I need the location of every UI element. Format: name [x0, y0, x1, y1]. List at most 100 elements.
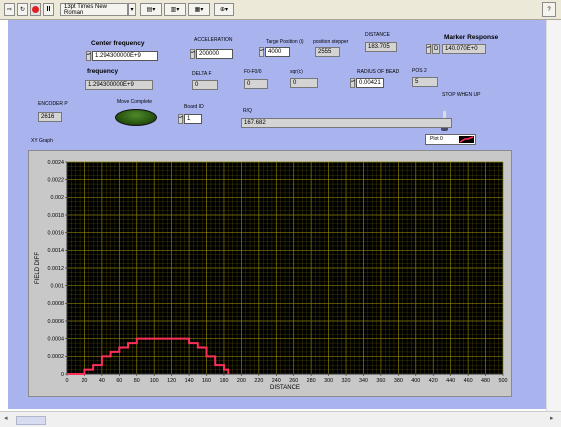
x-tick-label: 240	[272, 378, 281, 384]
board-id-increment-icon[interactable]: ▴▾	[178, 114, 183, 124]
center-frequency-increment-icon[interactable]: ▴▾	[86, 51, 91, 61]
r-over-q-value: 167.682	[241, 118, 452, 128]
toggle-lever-icon	[443, 111, 446, 120]
y-tick-label: 0.0022	[48, 177, 65, 183]
x-tick-label: 280	[307, 378, 316, 384]
acceleration-increment-icon[interactable]: ▴▾	[190, 49, 195, 59]
toolbar: ⇨ ↻ II 13pt Times New Roman ▾ ▤▾ ▥▾ ▦▾ ⊕…	[0, 0, 561, 20]
help-icon[interactable]: ?	[542, 2, 556, 17]
acceleration-input[interactable]: 200000	[196, 49, 233, 59]
acceleration-label: ACCELERATION	[194, 37, 233, 43]
y-tick-label: 0.0016	[48, 230, 65, 236]
scroll-left-icon[interactable]: ◂	[4, 415, 8, 422]
x-tick-label: 360	[376, 378, 385, 384]
xy-graph-svg: 0 20 40 60 80 100 120 140 160 180 200 220 240 260 280 3…	[35, 160, 508, 391]
y-tick-label: 0.0006	[48, 319, 65, 325]
delta-f-label: DELTA F	[192, 71, 212, 77]
sqrt-value: 0	[290, 78, 318, 88]
vertical-scrollbar[interactable]	[546, 20, 561, 411]
plot-legend[interactable]: Plot 0	[425, 134, 476, 145]
move-complete-label: Move Complete	[117, 99, 153, 105]
x-tick-label: 100	[150, 378, 159, 384]
stop-when-up-label: STOP WHEN UP	[442, 92, 481, 98]
x-tick-label: 400	[411, 378, 420, 384]
position-stepper-label: position stepper	[313, 39, 349, 45]
x-tick-label: 0	[66, 378, 69, 384]
distribute-objects-icon[interactable]: ▥▾	[164, 3, 186, 16]
scroll-right-icon[interactable]: ▸	[550, 415, 554, 422]
status-bar: ◂ ▸	[0, 411, 561, 427]
reorder-icon[interactable]: ⊕▾	[214, 3, 234, 16]
x-tick-label: 300	[324, 378, 333, 384]
y-tick-label: 0.0018	[48, 213, 65, 219]
x-tick-label: 320	[342, 378, 351, 384]
x-tick-label: 340	[359, 378, 368, 384]
position-stepper-value: 2555	[315, 47, 340, 57]
x-tick-label: 480	[481, 378, 490, 384]
run-continuously-icon[interactable]: ↻	[17, 3, 28, 16]
target-position-increment-icon[interactable]: ▴▾	[259, 47, 264, 57]
marker-response-increment-icon[interactable]: ▴▾	[426, 44, 431, 54]
target-position-label: Targe Position (i)	[266, 39, 304, 45]
x-tick-label: 120	[167, 378, 176, 384]
frequency-value: 1.294300000E+9	[85, 80, 153, 90]
y-tick-label: 0.0024	[48, 160, 65, 166]
y-tick-label: 0.0008	[48, 301, 65, 307]
font-selector-label: 13pt Times New Roman	[64, 3, 108, 16]
marker-response-prefix: D	[432, 44, 440, 54]
horizontal-scroll-thumb[interactable]	[16, 416, 46, 425]
f0-f0-value: 0	[244, 79, 268, 89]
x-tick-label: 20	[81, 378, 87, 384]
marker-response-value: 140.070E+0	[442, 44, 486, 54]
x-tick-label: 380	[394, 378, 403, 384]
board-id-input[interactable]: 1	[184, 114, 202, 124]
y-tick-label: 0.0012	[48, 266, 65, 272]
target-position-input[interactable]: 4000	[265, 47, 290, 57]
series-line-plot-0	[67, 337, 230, 375]
r-over-q-label: R/Q	[243, 108, 252, 114]
distance-label: DISTANCE	[365, 32, 390, 38]
marker-response-label: Marker Response	[444, 34, 499, 41]
y-tick-label: 0	[61, 372, 64, 378]
radius-of-bead-increment-icon[interactable]: ▴▾	[350, 78, 355, 88]
y-tick-label: 0.001	[51, 283, 65, 289]
x-tick-label: 500	[499, 378, 508, 384]
align-objects-icon[interactable]: ▤▾	[140, 3, 162, 16]
x-tick-label: 260	[289, 378, 298, 384]
y-tick-label: 0.0004	[48, 336, 65, 342]
graph-title: XY Graph	[31, 138, 53, 144]
frequency-label: frequency	[87, 68, 119, 75]
center-frequency-label: Center frequency	[91, 40, 145, 47]
abort-icon[interactable]	[30, 3, 41, 16]
move-complete-led	[115, 109, 157, 126]
resize-objects-icon[interactable]: ▦▾	[188, 3, 210, 16]
grid	[66, 161, 504, 375]
sqrt-label: sqr(c)	[290, 69, 303, 75]
y-tick-label: 0.002	[51, 195, 65, 201]
x-axis-label: DISTANCE	[270, 385, 300, 391]
font-selector[interactable]: 13pt Times New Roman	[60, 3, 128, 16]
pause-icon[interactable]: II	[43, 3, 54, 16]
distance-value: 183.705	[365, 42, 397, 52]
f0-f0-label: F0-F0/0	[244, 69, 262, 75]
run-arrow-icon[interactable]: ⇨	[4, 3, 15, 16]
delta-f-value: 0	[192, 80, 218, 90]
pos2-value: 5	[412, 77, 438, 87]
x-tick-label: 80	[134, 378, 140, 384]
font-dropdown-arrow-icon[interactable]: ▾	[128, 3, 136, 16]
plot-legend-label: Plot 0	[430, 136, 443, 142]
x-tick-label: 440	[446, 378, 455, 384]
x-tick-label: 60	[116, 378, 122, 384]
x-tick-label: 140	[185, 378, 194, 384]
plot-legend-swatch-icon	[459, 136, 474, 143]
pos2-label: POS 2	[412, 68, 427, 74]
encoder-p-label: ENCODER P	[38, 101, 68, 107]
x-tick-label: 420	[429, 378, 438, 384]
x-tick-label: 180	[219, 378, 228, 384]
radius-of-bead-label: RADIUS OF BEAD	[357, 69, 400, 75]
radius-of-bead-input[interactable]: 0.00421	[356, 78, 384, 88]
center-frequency-input[interactable]: 1.294300000E+9	[92, 51, 158, 61]
y-axis-label: FIELD DIFF	[35, 252, 41, 284]
encoder-p-value: 2616	[38, 112, 62, 122]
x-tick-label: 40	[99, 378, 105, 384]
